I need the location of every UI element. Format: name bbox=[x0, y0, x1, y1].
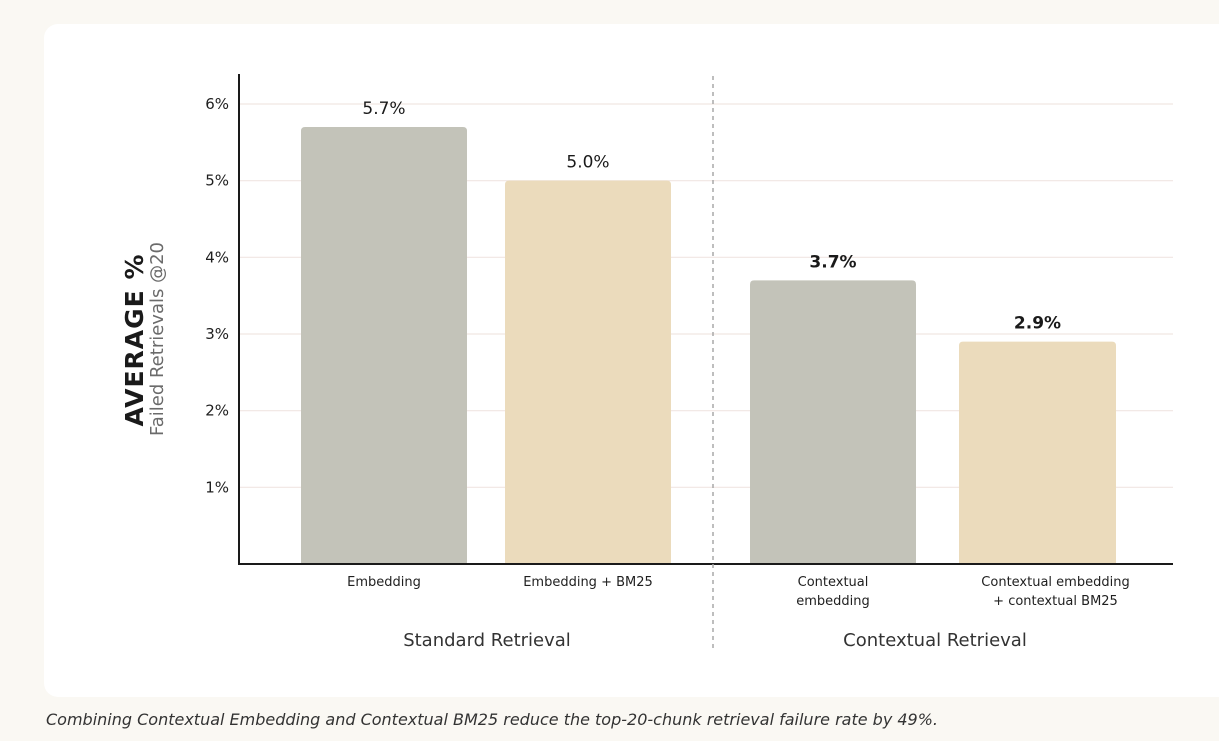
bar-value-label: 2.9% bbox=[1014, 314, 1061, 334]
axes bbox=[238, 74, 1173, 648]
y-axis-subtitle-text: Failed Retrievals @20 bbox=[147, 242, 168, 436]
x-category-label: Embedding bbox=[347, 575, 421, 590]
chart-caption: Combining Contextual Embedding and Conte… bbox=[46, 710, 939, 729]
bar bbox=[301, 127, 467, 564]
value-labels: 5.7% 5.0% 3.7% 2.9% bbox=[362, 99, 1061, 334]
y-tick-label: 2% bbox=[205, 402, 229, 420]
y-axis-title: AVERAGE % bbox=[120, 253, 149, 426]
x-category-label: + contextual BM25 bbox=[993, 594, 1118, 609]
y-tick-label: 5% bbox=[205, 172, 229, 190]
y-tick-label: 3% bbox=[205, 325, 229, 343]
x-category-label: Contextual bbox=[798, 575, 869, 590]
y-tick-label: 1% bbox=[205, 478, 229, 496]
bar-value-label: 5.0% bbox=[566, 153, 609, 173]
y-axis-title-text: AVERAGE % bbox=[120, 253, 149, 426]
bar bbox=[750, 280, 916, 564]
group-labels: Standard Retrieval Contextual Retrieval bbox=[403, 630, 1027, 651]
group-label: Contextual Retrieval bbox=[843, 630, 1027, 651]
bars bbox=[301, 127, 1116, 564]
category-labels: Embedding Embedding + BM25 Contextual embed… bbox=[347, 575, 1130, 609]
bar bbox=[505, 180, 671, 564]
y-tick-labels: 1% 2% 3% 4% 5% 6% bbox=[205, 95, 229, 496]
bar-value-label: 5.7% bbox=[362, 99, 405, 119]
y-tick-label: 4% bbox=[205, 248, 229, 266]
x-category-label: embedding bbox=[796, 594, 870, 609]
y-axis-subtitle: Failed Retrievals @20 bbox=[147, 242, 168, 436]
x-category-label: Contextual embedding bbox=[981, 575, 1129, 590]
x-category-label: Embedding + BM25 bbox=[523, 575, 653, 590]
bar bbox=[959, 341, 1116, 564]
group-label: Standard Retrieval bbox=[403, 630, 571, 651]
bar-value-label: 3.7% bbox=[809, 252, 856, 272]
y-tick-label: 6% bbox=[205, 95, 229, 113]
